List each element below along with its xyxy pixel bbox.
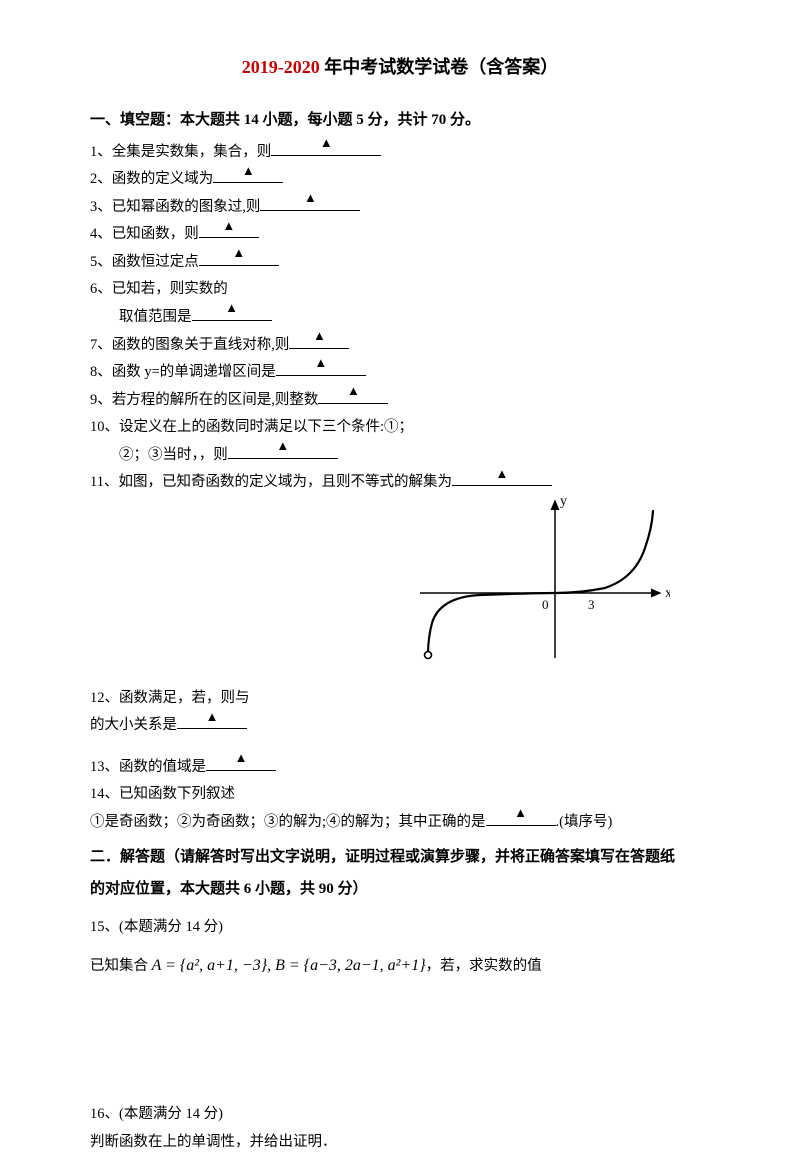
q15b-formula: A = {a², a+1, −3}, B = {a−3, 2a−1, a²+1} (152, 957, 426, 974)
q8-blank (276, 362, 366, 377)
q9-text: 9、若方程的解所在的区间是,则整数 (90, 392, 318, 408)
q14b-text: ①是奇函数；②为奇函数；③的解为;④的解为；其中正确的是 (90, 814, 486, 830)
svg-text:x: x (665, 586, 670, 601)
q3: 3、已知幂函数的图象过,则 (90, 194, 710, 222)
q15b-post: ，若，求实数的值 (426, 958, 542, 974)
q11-text: 11、如图，已知奇函数的定义域为，且则不等式的解集为 (90, 474, 452, 490)
q14b: ①是奇函数；②为奇函数；③的解为;④的解为；其中正确的是 .(填序号) (90, 809, 710, 837)
q12a: 12、函数满足，若，则与 (90, 685, 710, 713)
q16b: 判断函数在上的单调性，并给出证明． (90, 1129, 710, 1157)
q14c-text: .(填序号) (556, 814, 613, 830)
q4: 4、已知函数，则 (90, 221, 710, 249)
q1: 1、全集是实数集，集合，则 (90, 139, 710, 167)
q1-text: 1、全集是实数集，集合，则 (90, 144, 271, 160)
q12b-text: 的大小关系是 (90, 717, 177, 733)
q6b-text: 取值范围是 (119, 309, 192, 325)
svg-text:0: 0 (542, 597, 549, 612)
q3-text: 3、已知幂函数的图象过,则 (90, 199, 260, 215)
odd-function-graph: x y 0 3 (410, 493, 670, 663)
q6a: 6、已知若，则实数的 (90, 276, 710, 304)
q1-blank (271, 141, 381, 156)
svg-text:3: 3 (588, 597, 595, 612)
q12b-blank (177, 715, 247, 730)
q9-blank (318, 389, 388, 404)
q2: 2、函数的定义域为 (90, 166, 710, 194)
q9: 9、若方程的解所在的区间是,则整数 (90, 387, 710, 415)
section2-heading-a: 二．解答题（请解答时写出文字说明，证明过程或演算步骤，并将正确答案填写在答题纸 (90, 843, 710, 872)
q6b: 取值范围是 (90, 304, 710, 332)
q8: 8、函数 y=的单调递增区间是 (90, 359, 710, 387)
q2-text: 2、函数的定义域为 (90, 171, 213, 187)
q15a: 15、(本题满分 14 分) (90, 914, 710, 942)
q12b: 的大小关系是 (90, 712, 710, 740)
q5: 5、函数恒过定点 (90, 249, 710, 277)
q8-text: 8、函数 y=的单调递增区间是 (90, 364, 276, 380)
q11-blank (452, 472, 552, 487)
title-year: 2019-2020 (242, 57, 320, 77)
q2-blank (213, 169, 283, 184)
q10b-blank (228, 444, 338, 459)
q5-blank (199, 251, 279, 266)
section1-heading: 一、填空题：本大题共 14 小题，每小题 5 分，共计 70 分。 (90, 106, 710, 135)
q13-text: 13、函数的值域是 (90, 759, 206, 775)
q14a: 14、已知函数下列叙述 (90, 781, 710, 809)
q7: 7、函数的图象关于直线对称,则 (90, 332, 710, 360)
q4-text: 4、已知函数，则 (90, 226, 199, 242)
q15b-pre: 已知集合 (90, 958, 152, 974)
q6b-blank (192, 306, 272, 321)
q3-blank (260, 196, 360, 211)
q4-blank (199, 224, 259, 239)
q7-blank (289, 334, 349, 349)
q7-text: 7、函数的图象关于直线对称,则 (90, 337, 289, 353)
svg-text:y: y (560, 494, 567, 509)
q10b-text: ②；③当时，，则 (119, 447, 228, 463)
title-rest: 年中考试数学试卷（含答案） (320, 57, 559, 77)
graph-container: xy03 (90, 503, 710, 683)
q14b-blank (486, 811, 556, 826)
q16a: 16、(本题满分 14 分) (90, 1101, 710, 1129)
q10b: ②；③当时，，则 (90, 442, 710, 470)
q5-text: 5、函数恒过定点 (90, 254, 199, 270)
q13: 13、函数的值域是 (90, 754, 710, 782)
q13-blank (206, 756, 276, 771)
q10a: 10、设定义在上的函数同时满足以下三个条件:①； (90, 414, 710, 442)
q15b: 已知集合 A = {a², a+1, −3}, B = {a−3, 2a−1, … (90, 951, 710, 981)
section2-heading-b: 的对应位置，本大题共 6 小题，共 90 分） (90, 875, 710, 904)
